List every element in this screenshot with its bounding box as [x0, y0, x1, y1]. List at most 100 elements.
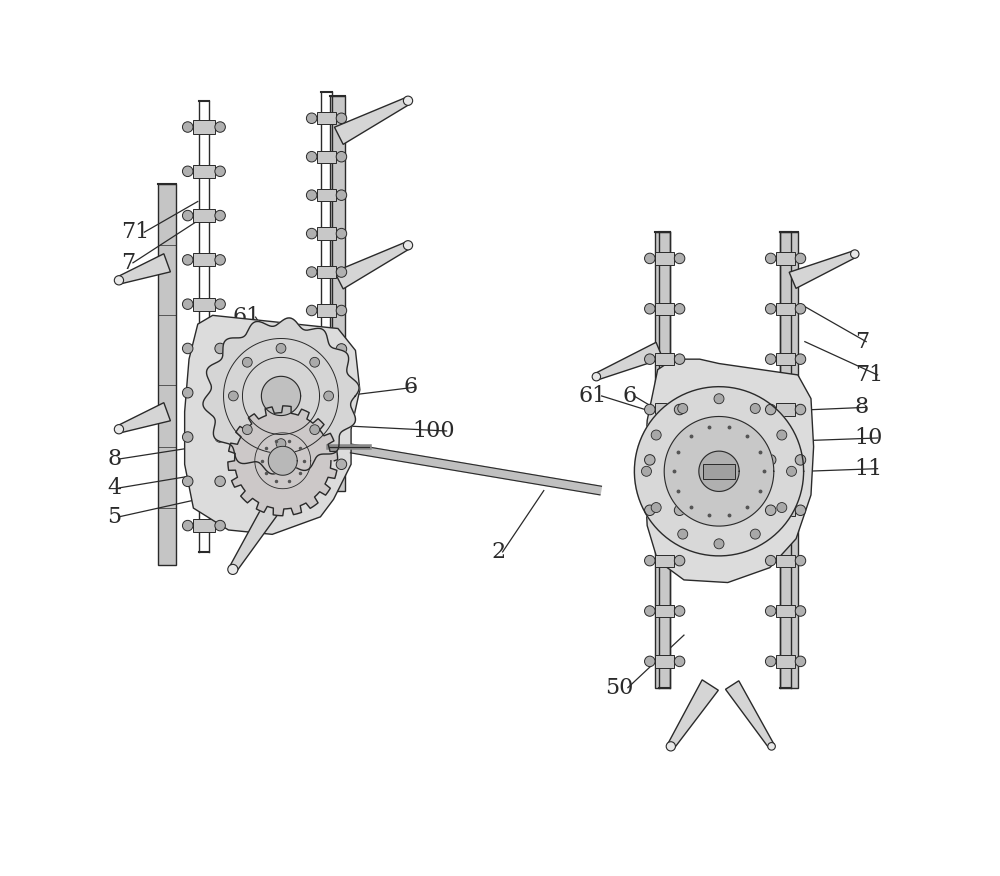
Text: 100: 100 [412, 420, 455, 442]
Circle shape [182, 343, 193, 354]
Circle shape [336, 267, 347, 278]
Bar [655, 505, 674, 517]
Circle shape [795, 505, 806, 515]
Circle shape [306, 343, 317, 354]
Bar [655, 454, 674, 466]
Circle shape [795, 606, 806, 617]
Text: 71: 71 [855, 364, 883, 386]
Bar [193, 475, 215, 488]
Bar [317, 458, 336, 470]
Polygon shape [261, 377, 301, 415]
Circle shape [714, 393, 724, 404]
Circle shape [228, 391, 238, 401]
Bar [776, 605, 795, 618]
Bar [655, 605, 674, 618]
Circle shape [336, 152, 347, 162]
Circle shape [750, 404, 760, 413]
Text: 2: 2 [491, 540, 505, 563]
Circle shape [674, 606, 685, 617]
Circle shape [182, 255, 193, 265]
Bar [776, 303, 795, 315]
Circle shape [674, 505, 685, 515]
Circle shape [777, 430, 787, 440]
Circle shape [306, 459, 317, 470]
Circle shape [674, 253, 685, 264]
Circle shape [795, 405, 806, 415]
Polygon shape [655, 232, 670, 688]
Circle shape [777, 503, 787, 512]
Circle shape [336, 343, 347, 354]
Circle shape [182, 210, 193, 221]
Circle shape [678, 404, 688, 413]
Text: 71: 71 [122, 221, 150, 244]
Circle shape [666, 742, 675, 751]
Polygon shape [330, 96, 345, 491]
Text: 11: 11 [855, 457, 883, 480]
Circle shape [674, 656, 685, 667]
Circle shape [674, 304, 685, 314]
Polygon shape [334, 242, 410, 289]
Circle shape [403, 241, 413, 250]
Text: 7: 7 [122, 251, 136, 274]
Circle shape [765, 405, 776, 415]
Bar [317, 228, 336, 240]
Circle shape [645, 304, 655, 314]
Circle shape [336, 420, 347, 431]
Circle shape [645, 354, 655, 364]
Circle shape [795, 304, 806, 314]
Circle shape [714, 539, 724, 549]
Circle shape [674, 354, 685, 364]
Circle shape [765, 606, 776, 617]
Bar [193, 430, 215, 443]
Circle shape [215, 432, 225, 442]
Polygon shape [699, 451, 739, 491]
Text: 6: 6 [623, 385, 637, 407]
Circle shape [795, 253, 806, 264]
Polygon shape [645, 359, 814, 583]
Bar [317, 381, 336, 393]
Circle shape [306, 420, 317, 431]
Circle shape [182, 166, 193, 177]
Circle shape [336, 305, 347, 315]
Circle shape [795, 354, 806, 364]
Circle shape [674, 455, 685, 465]
Bar [776, 555, 795, 567]
Circle shape [182, 122, 193, 132]
Circle shape [215, 210, 225, 221]
Circle shape [276, 343, 286, 353]
Polygon shape [668, 680, 718, 748]
Circle shape [306, 267, 317, 278]
Circle shape [306, 229, 317, 239]
Circle shape [182, 476, 193, 486]
Bar [193, 120, 215, 133]
Bar [655, 403, 674, 416]
Circle shape [592, 372, 601, 381]
Text: 6: 6 [404, 376, 418, 399]
Polygon shape [228, 406, 338, 516]
Circle shape [765, 304, 776, 314]
Circle shape [674, 405, 685, 415]
Bar [317, 189, 336, 201]
Bar [193, 386, 215, 399]
Circle shape [228, 564, 238, 575]
Bar [317, 343, 336, 355]
Circle shape [114, 425, 124, 434]
Circle shape [215, 122, 225, 132]
Circle shape [641, 466, 651, 477]
Bar [776, 353, 795, 365]
Circle shape [851, 250, 859, 258]
Circle shape [215, 343, 225, 354]
Circle shape [651, 503, 661, 512]
Circle shape [750, 529, 760, 539]
Bar [317, 266, 336, 279]
Bar [776, 505, 795, 517]
Bar [193, 209, 215, 223]
Text: 61: 61 [233, 306, 261, 328]
Circle shape [645, 505, 655, 515]
Polygon shape [780, 232, 798, 688]
Circle shape [306, 382, 317, 392]
Circle shape [674, 555, 685, 566]
Bar [193, 253, 215, 266]
Circle shape [336, 382, 347, 392]
Circle shape [324, 391, 334, 401]
